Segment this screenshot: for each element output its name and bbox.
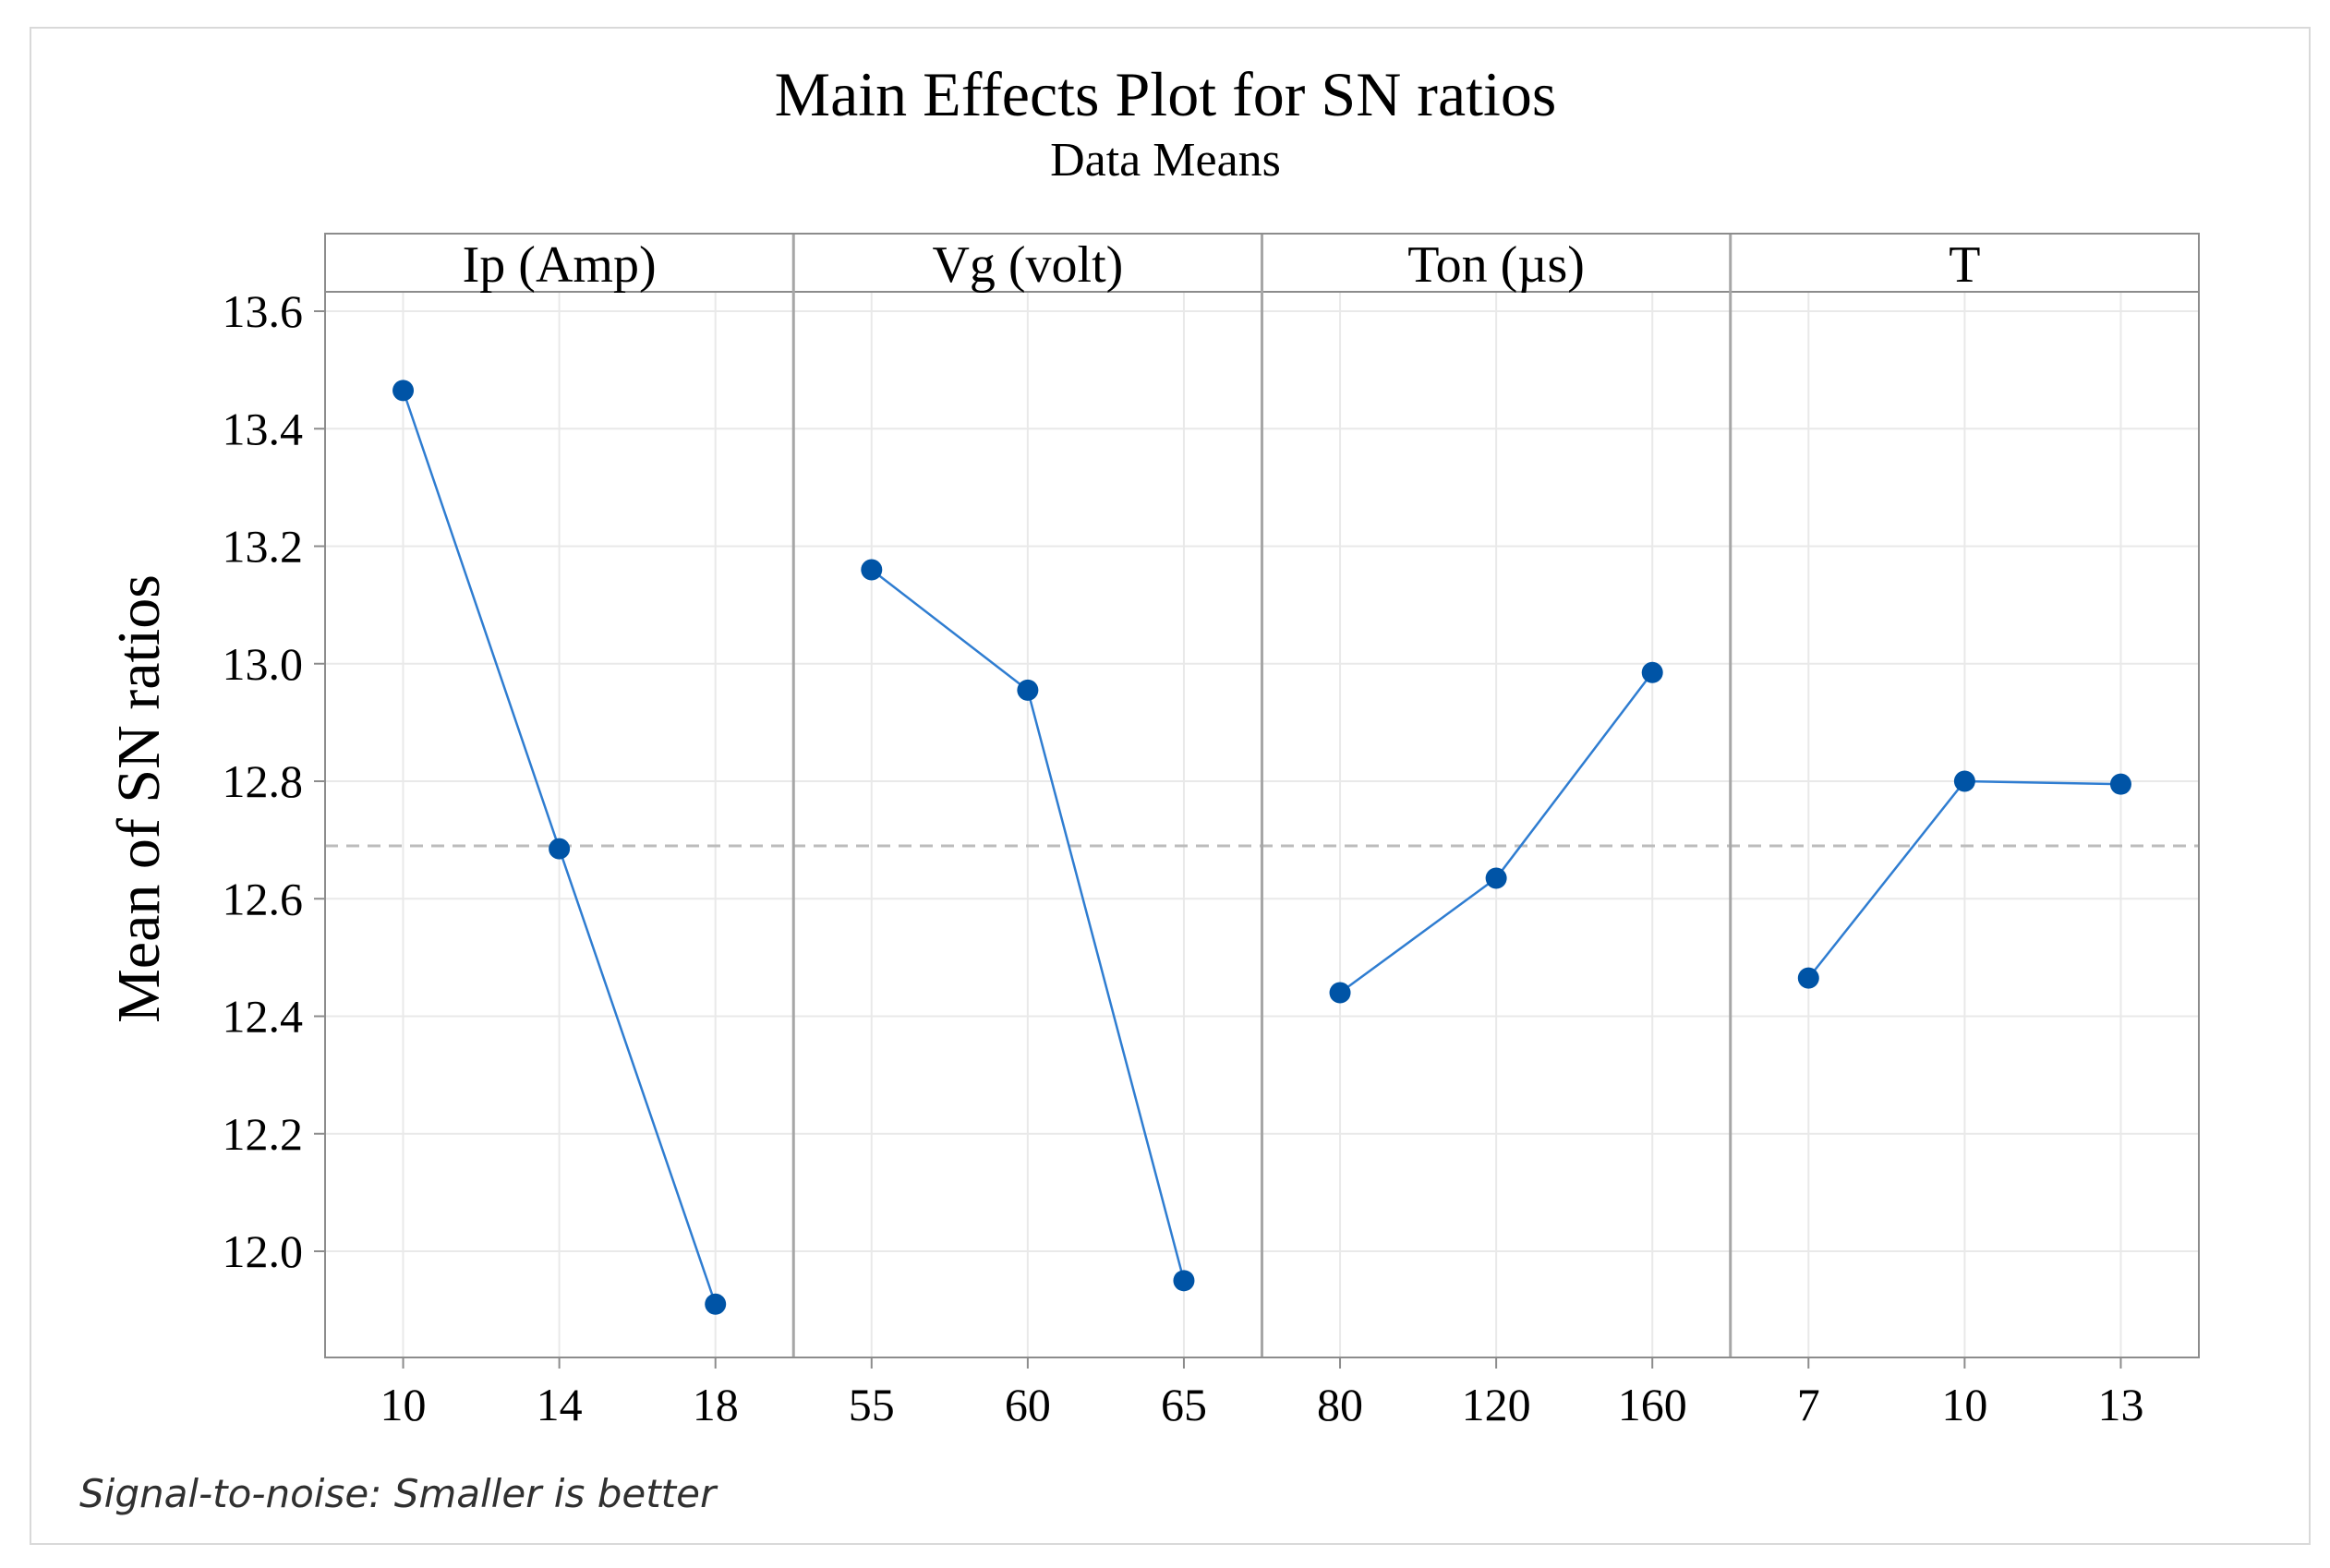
data-point <box>705 1293 727 1315</box>
x-tick-label: 13 <box>2097 1379 2143 1430</box>
y-tick-label: 13.4 <box>223 403 304 454</box>
panel-header-label: Ip (Amp) <box>463 236 657 294</box>
data-point <box>1485 867 1507 889</box>
data-point <box>1797 967 1819 989</box>
data-point <box>549 838 571 860</box>
y-tick-label: 13.6 <box>223 285 304 337</box>
x-tick-label: 65 <box>1161 1379 1207 1430</box>
data-point <box>1329 982 1351 1004</box>
x-tick-label: 10 <box>1941 1379 1987 1430</box>
x-tick-label: 60 <box>1005 1379 1051 1430</box>
y-tick-label: 13.2 <box>223 521 304 573</box>
plot-border <box>324 233 2200 1358</box>
y-tick-label: 12.8 <box>223 755 304 807</box>
x-tick-label: 160 <box>1618 1379 1687 1430</box>
data-point <box>2109 773 2131 795</box>
x-tick-label: 55 <box>849 1379 895 1430</box>
x-tick-label: 120 <box>1462 1379 1531 1430</box>
x-tick-label: 80 <box>1317 1379 1363 1430</box>
y-tick-label: 13.0 <box>223 638 304 690</box>
plot-area: 12.0 12.2 12.4 12.6 12.8 13.0 13.2 13.4 13.6 Ip (… <box>223 233 2200 1430</box>
y-tick-label: 12.0 <box>223 1225 304 1277</box>
chart-frame <box>30 27 2311 1545</box>
chart-subtitle: Data Means <box>1050 134 1281 187</box>
panel-header-label: T <box>1949 236 1980 294</box>
data-point <box>1173 1270 1195 1292</box>
footnote: Signal-to-noise: Smaller is better <box>79 1471 718 1516</box>
panel-header-label: Ton (µs) <box>1407 236 1585 294</box>
x-tick-label: 10 <box>380 1379 427 1430</box>
data-point <box>1017 679 1039 701</box>
x-tick-label: 18 <box>693 1379 739 1430</box>
data-point <box>1953 770 1975 792</box>
y-tick-label: 12.6 <box>223 873 304 924</box>
chart-title: Main Effects Plot for SN ratios <box>775 59 1557 129</box>
data-point <box>1641 661 1663 683</box>
x-tick-label: 7 <box>1797 1379 1820 1430</box>
x-tick-label: 14 <box>537 1379 583 1430</box>
y-tick-label: 12.2 <box>223 1108 304 1160</box>
panel-header-label: Vg (volt) <box>932 236 1123 294</box>
y-tick-label: 12.4 <box>223 991 304 1043</box>
y-axis-label: Mean of SN ratios <box>105 574 173 1023</box>
data-point <box>392 380 415 402</box>
data-point <box>861 559 883 581</box>
